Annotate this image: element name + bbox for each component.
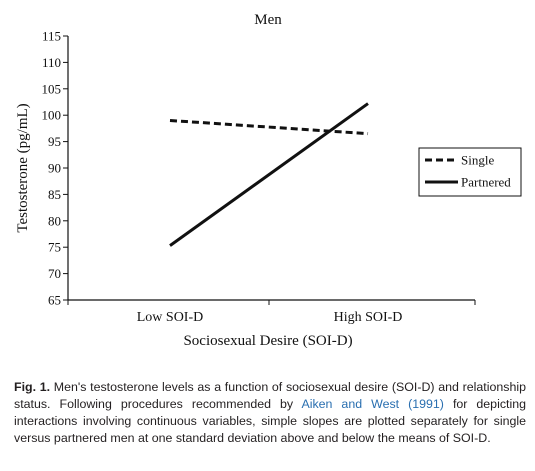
x-axis-title: Sociosexual Desire (SOI-D) <box>183 333 352 349</box>
caption-text-before: Men's testosterone levels as a function … <box>14 380 526 411</box>
y-axis-title: Testosterone (pg/mL) <box>15 103 31 232</box>
line-chart: Men 65 70 75 80 85 90 95 100 105 110 115 Low SOI-D… <box>15 12 522 349</box>
y-tick-label: 90 <box>48 161 61 176</box>
citation-link[interactable]: Aiken and West (1991) <box>301 397 444 411</box>
chart-legend: Single Partnered <box>418 147 522 197</box>
y-tick-label: 85 <box>48 187 61 202</box>
y-tick-label: 95 <box>48 134 61 149</box>
chart-axes <box>67 36 475 301</box>
y-axis-ticks: 65 70 75 80 85 90 95 100 105 110 115 <box>42 29 68 308</box>
y-tick-label: 65 <box>48 293 61 308</box>
x-category-label: Low SOI-D <box>137 310 204 325</box>
legend-box <box>418 147 522 197</box>
caption-text-after: for depicting interactions involving con… <box>14 397 526 445</box>
y-tick-label: 80 <box>48 213 61 228</box>
series-line-partnered <box>169 102 369 247</box>
legend-label: Single <box>461 153 494 168</box>
figure-caption: Fig. 1. Men's testosterone levels as a f… <box>14 379 526 447</box>
y-tick-label: 75 <box>48 240 61 255</box>
x-axis-ticks: Low SOI-D High SOI-D <box>67 300 476 325</box>
x-category-label: High SOI-D <box>334 310 403 325</box>
y-tick-label: 115 <box>42 29 61 44</box>
series-lines <box>169 102 369 247</box>
y-tick-label: 110 <box>42 55 61 70</box>
series-line-single <box>169 118 369 136</box>
y-tick-label: 70 <box>48 266 61 281</box>
chart-title: Men <box>254 12 282 28</box>
figure-label: Fig. 1. <box>14 380 51 394</box>
y-tick-label: 100 <box>42 108 62 123</box>
legend-label: Partnered <box>461 175 511 190</box>
y-tick-label: 105 <box>42 81 62 96</box>
